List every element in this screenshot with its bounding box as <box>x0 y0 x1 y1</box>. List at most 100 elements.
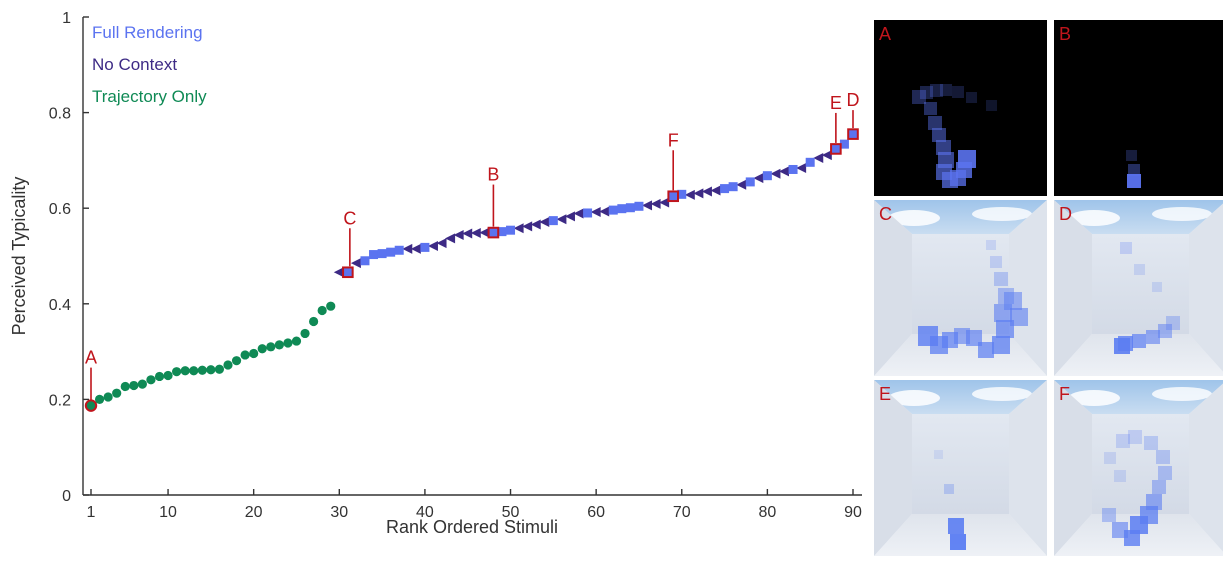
cube-shape <box>990 256 1002 268</box>
panel-d: D <box>1054 200 1223 376</box>
data-point <box>386 247 396 257</box>
data-point <box>317 305 327 316</box>
data-point <box>548 216 558 226</box>
data-point <box>813 153 824 164</box>
cube-shape <box>994 272 1008 286</box>
cloud-shape <box>972 387 1032 401</box>
cube-shape <box>936 140 951 155</box>
data-point <box>94 394 105 404</box>
data-point <box>402 243 413 254</box>
data-point <box>753 173 764 184</box>
cube-shape <box>920 86 933 99</box>
y-tick-label: 0 <box>62 488 71 505</box>
callout-d: D <box>847 90 860 140</box>
cube-shape <box>1010 308 1028 326</box>
right-wall <box>1189 383 1223 552</box>
cube-shape <box>966 92 977 103</box>
cube-shape <box>1134 264 1145 275</box>
data-point <box>453 229 464 240</box>
data-point <box>163 370 173 381</box>
x-tick-label: 10 <box>159 504 177 521</box>
right-wall <box>1189 203 1223 372</box>
stimulus-panels: A B C D E F <box>874 20 1223 556</box>
data-point <box>360 256 370 266</box>
callout-label: E <box>830 93 842 113</box>
callout-label: F <box>668 130 679 150</box>
callout-f: F <box>667 130 680 203</box>
cube-shape <box>1152 282 1162 292</box>
cube-shape <box>934 450 943 459</box>
y-tick-label: 0.2 <box>49 392 71 409</box>
cloud-shape <box>888 210 940 226</box>
panel-c: C <box>874 200 1047 376</box>
data-point <box>513 223 524 234</box>
cube-shape <box>1127 174 1141 188</box>
cube-shape <box>1114 338 1130 354</box>
data-point <box>172 367 182 377</box>
highlight-marker <box>84 399 98 412</box>
back-wall <box>912 414 1009 514</box>
x-tick-label: 70 <box>673 504 691 521</box>
cube-shape <box>1128 430 1142 444</box>
cube-shape <box>1146 330 1160 344</box>
left-wall <box>874 200 912 376</box>
data-point <box>240 350 250 360</box>
panel-letter: A <box>879 24 891 44</box>
data-point <box>146 375 156 385</box>
data-point <box>625 203 635 213</box>
highlight-marker <box>487 226 500 239</box>
cube-shape <box>992 336 1010 354</box>
data-point <box>796 163 807 174</box>
data-point <box>309 316 319 327</box>
data-point <box>634 201 644 211</box>
data-point <box>488 228 498 238</box>
x-tick-label: 30 <box>330 504 348 521</box>
data-point <box>283 338 293 348</box>
cube-shape <box>1004 292 1022 310</box>
cube-shape <box>1114 470 1126 482</box>
y-tick-label: 0.4 <box>49 297 71 314</box>
legend-entry: Full Rendering <box>92 23 203 42</box>
cube-shape <box>950 534 966 550</box>
panel-letter: E <box>879 384 891 404</box>
data-point <box>197 365 207 375</box>
data-point <box>788 164 798 174</box>
series-full-rendering <box>343 129 858 277</box>
data-point <box>728 182 738 192</box>
back-wall <box>912 234 1009 334</box>
data-point <box>420 242 430 252</box>
data-point <box>839 139 849 149</box>
cube-shape <box>928 116 942 130</box>
series-trajectory-only <box>86 301 336 411</box>
callout-a: A <box>84 348 98 412</box>
cloud-shape <box>1152 207 1212 221</box>
data-point <box>762 171 772 181</box>
cube-shape <box>1120 242 1132 254</box>
x-tick-label: 90 <box>844 504 862 521</box>
left-wall <box>874 380 912 556</box>
legend-entry: Trajectory Only <box>92 87 207 106</box>
data-point <box>642 200 653 211</box>
data-point <box>333 267 344 278</box>
back-wall <box>1092 234 1189 334</box>
panel-f: F <box>1054 380 1223 556</box>
y-tick-label: 0.6 <box>49 201 71 218</box>
cube-shape <box>1104 452 1116 464</box>
x-tick-label: 80 <box>758 504 776 521</box>
cube-shape <box>932 128 946 142</box>
data-point <box>214 364 225 374</box>
cube-shape <box>1152 480 1166 494</box>
data-point <box>206 365 216 375</box>
data-point <box>154 371 165 382</box>
y-tick-label: 0.8 <box>49 106 71 123</box>
data-point <box>350 258 361 269</box>
cube-shape <box>986 100 997 111</box>
panel-a: A <box>874 20 1047 196</box>
data-point <box>599 206 610 217</box>
legend-entry: No Context <box>92 55 177 74</box>
highlight-marker <box>847 128 859 140</box>
x-tick-label: 1 <box>87 504 96 521</box>
data-point <box>608 205 618 215</box>
cloud-shape <box>1152 387 1212 401</box>
callout-e: E <box>830 93 842 155</box>
